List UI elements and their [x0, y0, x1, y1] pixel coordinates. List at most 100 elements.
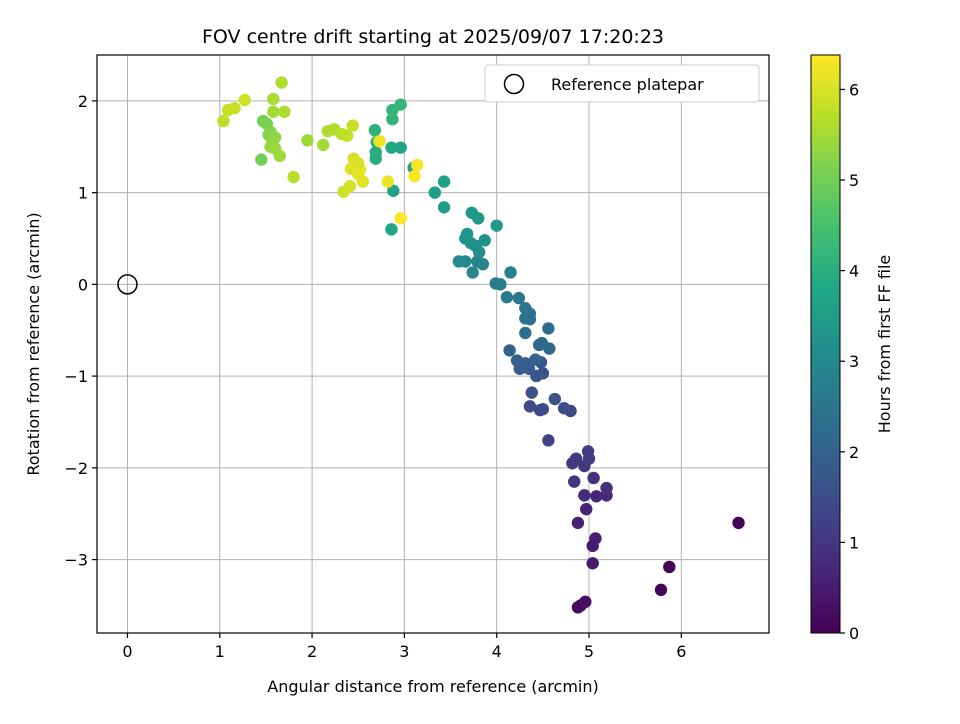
data-point [386, 113, 399, 126]
data-point [548, 392, 562, 406]
data-point [578, 489, 591, 502]
x-tick-label: 6 [676, 642, 686, 661]
x-tick-label: 2 [307, 642, 317, 661]
x-tick-label: 5 [584, 642, 594, 661]
data-point [472, 212, 485, 225]
data-point [356, 175, 370, 188]
data-point [503, 344, 516, 357]
x-tick-label: 3 [399, 642, 409, 661]
data-point [228, 102, 241, 115]
y-tick-label: 0 [78, 275, 88, 294]
data-point [394, 98, 407, 111]
data-point [343, 179, 357, 193]
y-tick-label: 1 [78, 184, 88, 203]
colorbar-tick-label: 2 [849, 443, 859, 462]
data-point [255, 153, 268, 166]
data-point [510, 354, 524, 367]
data-point [428, 186, 442, 199]
legend-box [484, 64, 760, 103]
legend-entry-label: Reference platepar [551, 75, 704, 94]
reference-point [117, 274, 138, 295]
data-point [589, 532, 602, 545]
data-point [543, 342, 556, 355]
data-point [387, 184, 400, 197]
data-point [275, 76, 288, 89]
colorbar-tick-label: 4 [849, 262, 859, 281]
data-point [466, 266, 479, 279]
data-point [500, 291, 514, 304]
y-tick-label: −3 [64, 551, 88, 570]
data-point [217, 114, 230, 128]
data-point [340, 129, 354, 142]
data-point [663, 560, 676, 574]
data-point [394, 212, 407, 225]
data-point [600, 481, 613, 495]
data-point [267, 105, 280, 119]
data-point [346, 119, 359, 132]
colorbar: 0 1 2 3 4 5 6 Hours from first FF file [810, 54, 894, 643]
data-point [385, 223, 398, 236]
colorbar-ticks: 0 1 2 3 4 5 6 [840, 80, 859, 643]
data-point [301, 134, 314, 147]
data-point [437, 175, 451, 188]
data-point [568, 475, 581, 488]
data-point [590, 490, 603, 503]
data-point [580, 502, 593, 516]
legend: Reference platepar [484, 64, 760, 103]
data-point [408, 169, 421, 183]
y-axis-ticks: −3 −2 −1 0 1 2 [64, 92, 97, 570]
x-tick-label: 0 [122, 642, 132, 661]
legend-reference-marker [503, 73, 525, 95]
data-point [536, 402, 550, 416]
data-point [542, 322, 555, 335]
data-point [732, 516, 745, 530]
data-point [460, 227, 474, 241]
colorbar-gradient [810, 54, 841, 634]
data-point [238, 93, 251, 107]
data-point [586, 557, 599, 570]
data-point [368, 124, 382, 137]
data-point [369, 146, 382, 159]
data-points [217, 76, 745, 614]
x-tick-label: 1 [215, 642, 225, 661]
plot-frame [96, 54, 770, 634]
colorbar-tick-label: 3 [849, 352, 859, 371]
data-point [471, 255, 484, 268]
y-axis-label: Rotation from reference (arcmin) [24, 212, 43, 475]
x-tick-label: 4 [492, 642, 502, 661]
reference-point-group [117, 274, 138, 295]
y-tick-label: −1 [64, 367, 88, 386]
data-point [490, 219, 503, 232]
data-point [581, 445, 595, 458]
data-point [278, 105, 291, 119]
colorbar-tick-label: 0 [849, 624, 859, 643]
data-point [381, 175, 394, 188]
data-point [489, 277, 502, 290]
data-point [316, 138, 330, 152]
data-point [557, 402, 571, 415]
data-point [529, 353, 542, 366]
grid [97, 55, 769, 633]
data-point [519, 302, 532, 315]
y-tick-label: 2 [78, 92, 88, 111]
colorbar-tick-label: 5 [849, 171, 859, 190]
data-point [587, 471, 600, 485]
data-point [542, 434, 555, 447]
data-point [525, 386, 538, 399]
data-point [452, 255, 466, 268]
data-point [523, 400, 537, 413]
data-point [268, 131, 282, 144]
data-point [411, 158, 424, 172]
data-point [352, 157, 365, 170]
data-point [478, 234, 491, 247]
data-point [373, 135, 386, 148]
data-point [571, 516, 585, 530]
data-point [512, 291, 526, 305]
data-point [654, 583, 668, 597]
data-point [267, 92, 280, 106]
data-point [394, 141, 407, 154]
x-axis-ticks: 0 1 2 3 4 5 6 [122, 633, 686, 661]
colorbar-label: Hours from first FF file [875, 255, 894, 434]
data-point [579, 595, 592, 609]
